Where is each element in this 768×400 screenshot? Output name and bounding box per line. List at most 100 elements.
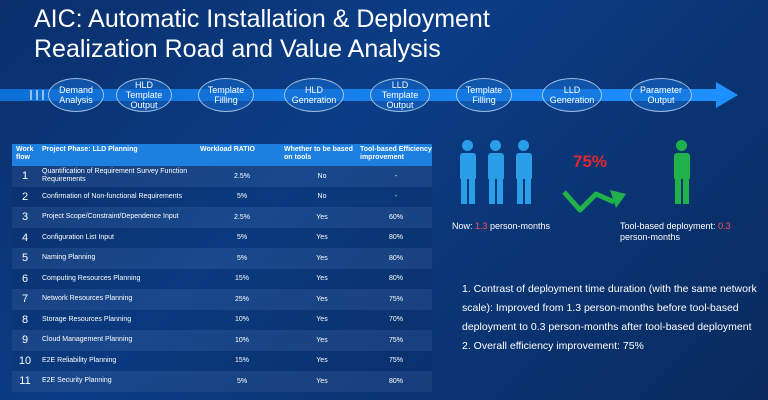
row-phase: Configuration List Input — [42, 233, 114, 241]
roadmap-step-parameter-output: Parameter Output — [630, 78, 692, 112]
row-ratio: 10% — [234, 336, 249, 344]
roadmap-step-label: Output — [130, 100, 158, 110]
row-ratio: 25% — [234, 295, 249, 303]
header-workflow: Work flow — [16, 146, 34, 161]
row-phase: Confirmation of Non-functional Requireme… — [42, 192, 183, 200]
row-efficiency: - — [394, 172, 398, 180]
person-icon — [486, 140, 506, 204]
row-ratio: 5% — [236, 234, 248, 242]
roadmap-step-label: Filling — [214, 95, 238, 105]
row-tool: Yes — [316, 336, 328, 344]
roadmap-step-hld-generation: HLD Generation — [284, 78, 344, 112]
roadmap-step-label: Generation — [291, 95, 337, 105]
table-row: 7 Network Resources Planning 25% Yes 75% — [12, 289, 432, 310]
row-efficiency: 60% — [388, 213, 403, 221]
row-tool: Yes — [316, 295, 328, 303]
note-2: 2. Overall efficiency improvement: 75% — [462, 340, 644, 352]
roadmap-tick — [42, 90, 44, 100]
roadmap-tick — [30, 90, 32, 100]
row-ratio: 2.5% — [234, 172, 250, 180]
row-tool: Yes — [316, 213, 328, 221]
row-num: 3 — [21, 211, 29, 224]
row-ratio: 5% — [236, 377, 248, 385]
now-value: 1.3 — [475, 221, 488, 231]
row-tool: Yes — [316, 275, 328, 283]
table-row: 6 Computing Resources Planning 15% Yes 8… — [12, 268, 432, 289]
row-tool: Yes — [316, 234, 328, 242]
row-num: 1 — [21, 170, 29, 183]
roadmap-step-lld-template-output: LLD Template Output — [370, 78, 430, 112]
roadmap-step-demand-analysis: Demand Analysis — [48, 78, 104, 112]
row-efficiency: 80% — [388, 254, 403, 262]
row-phase: Storage Resources Planning — [42, 315, 132, 323]
table-row: 8 Storage Resources Planning 10% Yes 70% — [12, 309, 432, 330]
roadmap-step-template-filling-2: Template Filling — [456, 78, 512, 112]
row-efficiency: - — [394, 193, 398, 201]
roadmap-step-label: Template — [125, 90, 163, 100]
roadmap-step-label: Template — [207, 85, 245, 95]
roadmap-step-label: LLD — [563, 85, 581, 95]
row-phase: Cloud Management Planning — [42, 336, 133, 344]
row-efficiency: 75% — [388, 295, 403, 303]
roadmap-step-label: LLD — [391, 80, 409, 90]
row-num: 2 — [21, 190, 29, 203]
row-tool: No — [317, 172, 327, 180]
header-tool: Whether to be based on tools — [284, 146, 353, 161]
row-phase: Quantification of Requirement Survey Fun… — [42, 168, 188, 184]
row-efficiency: 75% — [388, 336, 403, 344]
tool-based-label: Tool-based deployment: 0.3 person-months — [620, 221, 750, 243]
header-phase: Project Phase: LLD Planning — [42, 146, 138, 153]
roadmap-step-label: Output — [647, 95, 675, 105]
roadmap: Demand Analysis HLD Template Output Temp… — [0, 76, 768, 120]
header-efficiency: Tool-based Efficiency improvement — [360, 146, 432, 161]
row-num: 4 — [21, 231, 29, 244]
note-1: 1. Contrast of deployment time duration … — [462, 283, 757, 333]
people-after-group — [672, 140, 694, 210]
now-label: Now: 1.3 person-months — [452, 221, 550, 231]
row-num: 8 — [21, 313, 29, 326]
row-phase: Network Resources Planning — [42, 295, 133, 303]
table-row: 4 Configuration List Input 5% Yes 80% — [12, 227, 432, 248]
row-phase: Naming Planning — [42, 254, 96, 262]
header-ratio: Workload RATIO — [200, 146, 255, 153]
title-line-2: Realization Road and Value Analysis — [34, 35, 441, 63]
trend-arrow-icon — [562, 190, 626, 213]
row-phase: E2E Security Planning — [42, 377, 112, 385]
roadmap-step-label: Template — [381, 90, 419, 100]
title-line-1: AIC: Automatic Installation & Deployment — [34, 5, 490, 33]
tool-prefix: Tool-based deployment: — [620, 221, 719, 231]
now-prefix: Now: — [452, 221, 476, 231]
table-body: 1 Quantification of Requirement Survey F… — [12, 166, 432, 392]
table-header: Work flow Project Phase: LLD Planning Wo… — [12, 144, 432, 166]
row-phase: E2E Reliability Planning — [42, 356, 117, 364]
row-num: 5 — [21, 252, 29, 265]
row-efficiency: 75% — [388, 357, 403, 365]
roadmap-step-lld-generation: LLD Generation — [542, 78, 602, 112]
row-ratio: 5% — [236, 254, 248, 262]
roadmap-arrow-icon — [716, 82, 738, 108]
row-tool: Yes — [316, 377, 328, 385]
summary-notes: 1. Contrast of deployment time duration … — [462, 280, 762, 356]
row-num: 7 — [21, 293, 29, 306]
roadmap-step-label: HLD — [134, 80, 153, 90]
row-phase: Project Scope/Constraint/Dependence Inpu… — [42, 213, 179, 221]
row-ratio: 2.5% — [234, 213, 250, 221]
table-row: 2 Confirmation of Non-functional Require… — [12, 186, 432, 207]
tool-suffix: person-months — [620, 232, 681, 242]
row-efficiency: 70% — [388, 316, 403, 324]
row-efficiency: 80% — [388, 377, 403, 385]
row-phase: Computing Resources Planning — [42, 274, 141, 282]
table-row: 5 Naming Planning 5% Yes 80% — [12, 248, 432, 269]
people-before-group — [458, 140, 534, 210]
table-row: 1 Quantification of Requirement Survey F… — [12, 166, 432, 187]
row-num: 9 — [21, 334, 29, 347]
row-tool: Yes — [316, 316, 328, 324]
roadmap-step-label: Analysis — [59, 95, 93, 105]
roadmap-step-hld-template-output: HLD Template Output — [116, 78, 172, 112]
row-tool: Yes — [316, 357, 328, 365]
row-ratio: 15% — [234, 275, 249, 283]
roadmap-step-label: Filling — [472, 95, 496, 105]
roadmap-step-label: Output — [386, 100, 414, 110]
table-row: 9 Cloud Management Planning 10% Yes 75% — [12, 330, 432, 351]
roadmap-step-label: Parameter — [639, 85, 683, 95]
